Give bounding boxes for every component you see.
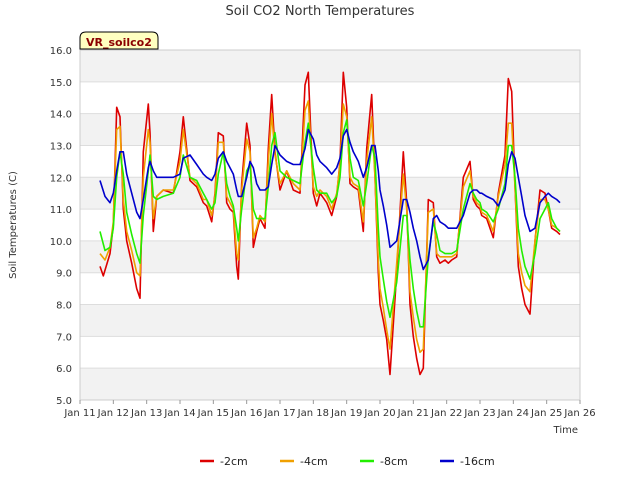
x-tick-label: Jan 14 (163, 408, 195, 419)
x-tick-label: Jan 11 (63, 408, 95, 419)
y-axis-title: Soil Temperatures (C) (8, 171, 19, 279)
x-tick-label: Jan 19 (330, 408, 362, 419)
x-tick-label: Jan 25 (530, 408, 562, 419)
grid-band (80, 368, 580, 400)
legend-label: -4cm (300, 455, 328, 468)
x-axis-ticks: Jan 11 Jan 12 Jan 13 Jan 14 Jan 15 Jan 16 Jan … (63, 400, 596, 419)
legend-item: -2cm (200, 455, 248, 468)
y-tick-label: 10.0 (50, 237, 72, 248)
x-tick-label: Jan 16 (230, 408, 262, 419)
y-tick-label: 7.0 (56, 332, 72, 343)
badge-label: VR_soilco2 (86, 36, 152, 49)
y-tick-label: 11.0 (50, 205, 72, 216)
y-tick-label: 16.0 (50, 46, 72, 57)
series-line-neg8cm (99, 119, 561, 328)
series-layer (99, 71, 561, 376)
x-tick-label: Jan 24 (497, 408, 529, 419)
series-line-neg16cm (99, 128, 561, 271)
grid-band (80, 113, 580, 146)
x-axis-title: Time (553, 425, 578, 436)
legend-item: -8cm (360, 455, 408, 468)
x-tick-label: Jan 13 (130, 408, 162, 419)
y-tick-label: 9.0 (56, 269, 72, 280)
chart-title: Soil CO2 North Temperatures (226, 4, 415, 19)
legend: -2cm -4cm -8cm -16cm (200, 455, 495, 468)
badge-box (79, 31, 159, 50)
x-tick-label: Jan 22 (430, 408, 462, 419)
x-tick-label: Jan 12 (97, 408, 129, 419)
x-tick-label: Jan 18 (297, 408, 329, 419)
legend-item: -16cm (440, 455, 495, 468)
grid-bands (80, 49, 580, 401)
y-tick-label: 12.0 (50, 173, 72, 184)
x-tick-label: Jan 17 (263, 408, 295, 419)
y-tick-label: 15.0 (50, 78, 72, 89)
y-tick-label: 5.0 (56, 396, 72, 407)
x-tick-label: Jan 15 (197, 408, 229, 419)
legend-item: -4cm (280, 455, 328, 468)
y-tick-label: 8.0 (56, 301, 72, 312)
y-axis-ticks: 5.0 6.0 7.0 8.0 9.0 10.0 11.0 12.0 13.0 14.0 15.0 1… (50, 46, 72, 407)
y-tick-label: 13.0 (50, 141, 72, 152)
y-tick-label: 6.0 (56, 364, 72, 375)
plot-area (79, 49, 581, 401)
grid-band (80, 240, 580, 273)
legend-label: -8cm (380, 455, 408, 468)
grid-band (80, 304, 580, 337)
x-tick-label: Jan 23 (463, 408, 495, 419)
site-badge: VR_soilco2 (79, 31, 159, 50)
series-line-neg4cm (99, 100, 561, 354)
legend-label: -16cm (460, 455, 495, 468)
x-tick-label: Jan 21 (397, 408, 429, 419)
x-tick-label: Jan 26 (563, 408, 595, 419)
y-tick-label: 14.0 (50, 110, 72, 121)
x-tick-label: Jan 20 (363, 408, 395, 419)
legend-label: -2cm (220, 455, 248, 468)
grid-band (80, 50, 580, 82)
